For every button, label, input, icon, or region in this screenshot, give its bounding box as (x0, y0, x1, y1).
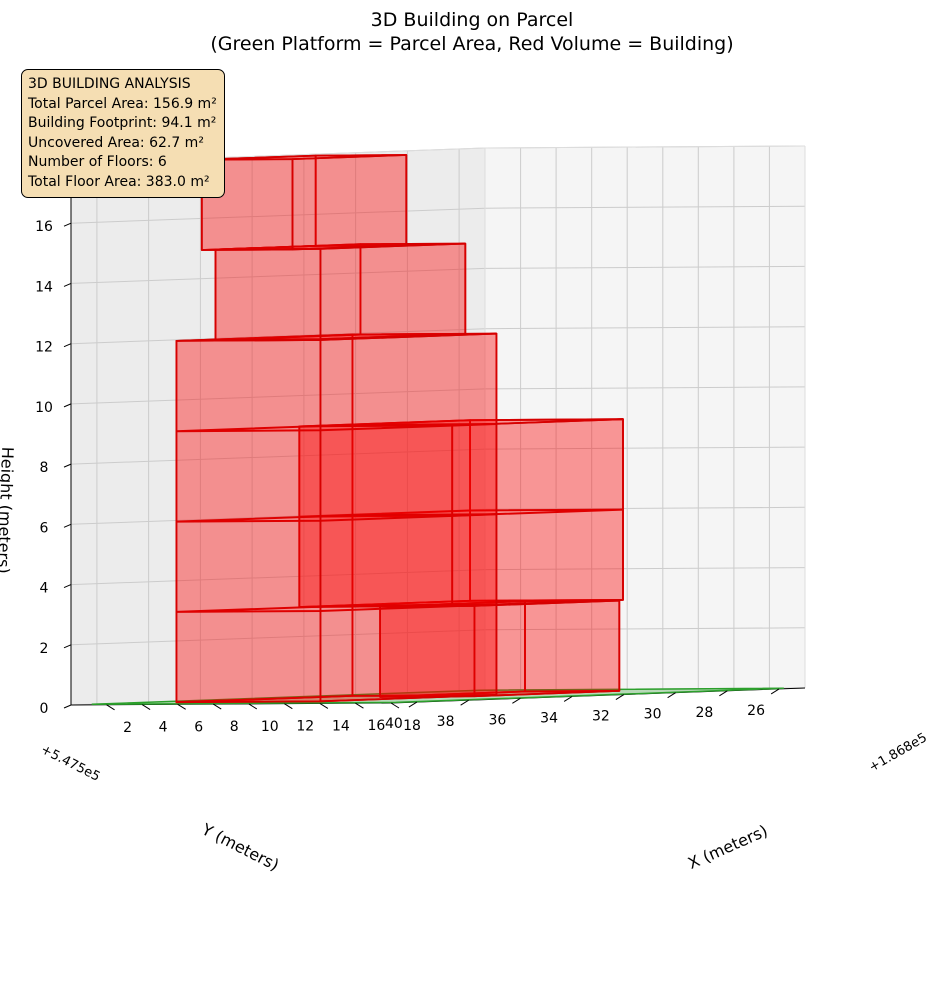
y-tick-label: 32 (592, 709, 610, 725)
y-grid-floor (355, 692, 676, 696)
tick-labels: 2 4 6 8 10 12 14 16 18 26 28 30 32 34 36 38 40 0 2 4 6 8 10 12 1… (35, 159, 780, 736)
y-tick-label: 36 (488, 712, 506, 728)
info-uncovered-area: Uncovered Area: 62.7 m² (28, 134, 204, 151)
info-floor-count: Number of Floors: 6 (28, 154, 167, 171)
y-tick-label: 34 (540, 710, 558, 726)
z-grid-left (70, 448, 486, 465)
x-tick-mark (284, 703, 293, 710)
z-grid-left (70, 629, 486, 646)
y-tick-label: 40 (385, 716, 403, 732)
x-tick-mark (390, 702, 400, 709)
z-tick-mark (63, 282, 72, 287)
x-tick-label: 14 (332, 718, 350, 734)
x-tick-mark (319, 703, 329, 709)
analysis-info-box: 3D BUILDING ANALYSIS Total Parcel Area: … (21, 69, 225, 198)
z-grid-left (70, 328, 486, 345)
building-block-2-face-xmax (319, 332, 498, 703)
x-tick-mark (248, 703, 258, 710)
y-tick-label: 30 (644, 707, 662, 723)
z-grid-left (70, 207, 486, 224)
z-axis-label: Height (meters) (0, 446, 17, 574)
x-tick-label: 2 (123, 720, 132, 736)
y-tick-mark (667, 692, 676, 699)
chart-title-line2: (Green Platform = Parcel Area, Red Volum… (210, 33, 733, 55)
z-tick-label: 10 (35, 400, 53, 416)
info-total-floor-area: Total Floor Area: 383.0 m² (28, 173, 210, 190)
x-axis-label: X (meters) (685, 821, 770, 873)
y-axis-label: Y (meters) (198, 819, 282, 874)
info-heading: 3D BUILDING ANALYSIS (28, 76, 191, 92)
x-tick-mark (212, 703, 222, 710)
z-tick-mark (63, 403, 72, 408)
pane-edge (484, 145, 806, 149)
info-parcel-area: Total Parcel Area: 156.9 m² (28, 95, 217, 112)
z-grid-right (484, 265, 806, 269)
z-grid-right (484, 567, 806, 571)
x-offset-label: +1.868e5 (867, 730, 930, 775)
y-tick-label: 38 (437, 714, 455, 730)
y-tick-mark (460, 699, 469, 706)
y-tick-mark (719, 690, 728, 697)
z-tick-mark (63, 523, 72, 528)
x-tick-label: 10 (261, 719, 279, 735)
back-right-pane (485, 146, 805, 690)
z-grid-right (484, 627, 806, 631)
x-tick-label: 16 (367, 718, 385, 734)
y-tick-mark (770, 688, 780, 695)
z-grid-right (484, 326, 806, 330)
z-grid-right (484, 446, 806, 450)
x-tick-mark (141, 704, 151, 710)
y-tick-mark (512, 697, 521, 704)
z-grid-right (484, 386, 806, 390)
z-tick-label: 8 (40, 460, 49, 476)
y-tick-mark (615, 694, 625, 700)
z-tick-mark (63, 343, 72, 348)
z-grid-right (484, 205, 806, 209)
y-tick-label: 26 (747, 703, 765, 719)
z-grid-left (70, 569, 486, 586)
axis-panes (71, 146, 805, 705)
z-tick-label: 0 (40, 701, 49, 717)
building-layer (175, 154, 624, 704)
z-tick-mark (63, 704, 72, 709)
z-grid-left (70, 267, 486, 284)
chart-title-line1: 3D Building on Parcel (371, 9, 574, 31)
z-tick-mark (63, 222, 72, 227)
z-tick-label: 14 (35, 279, 53, 295)
back-left-pane (71, 148, 485, 705)
info-building-footprint: Building Footprint: 94.1 m² (28, 115, 217, 132)
z-tick-label: 12 (35, 340, 53, 356)
building-block-3-face-ymax (214, 247, 322, 341)
z-grid-right (484, 506, 806, 510)
x-tick-mark (106, 704, 115, 711)
y-tick-label: 28 (695, 705, 713, 721)
x-tick-label: 8 (230, 719, 239, 735)
x-tick-label: 6 (194, 719, 203, 735)
x-tick-mark (177, 703, 186, 710)
y-tick-mark (408, 701, 418, 708)
x-tick-label: 4 (159, 720, 168, 736)
z-grid-left (70, 388, 486, 405)
x-tick-label: 18 (403, 718, 421, 734)
building-block-2-face-ymax (175, 339, 322, 704)
y-offset-label: +5.475e5 (38, 742, 102, 785)
z-tick-label: 6 (40, 520, 49, 536)
x-tick-label: 12 (296, 719, 314, 735)
x-tick-mark (355, 702, 364, 709)
z-tick-mark (63, 584, 72, 589)
building-block-3-face-xmax (319, 242, 467, 341)
z-tick-label: 4 (40, 581, 49, 597)
z-tick-mark (63, 463, 72, 468)
z-tick-label: 2 (40, 641, 49, 657)
y-tick-mark (563, 696, 573, 702)
z-tick-mark (63, 644, 72, 649)
building-block-4-face-xmax (291, 154, 408, 251)
z-tick-label: 16 (35, 219, 53, 235)
